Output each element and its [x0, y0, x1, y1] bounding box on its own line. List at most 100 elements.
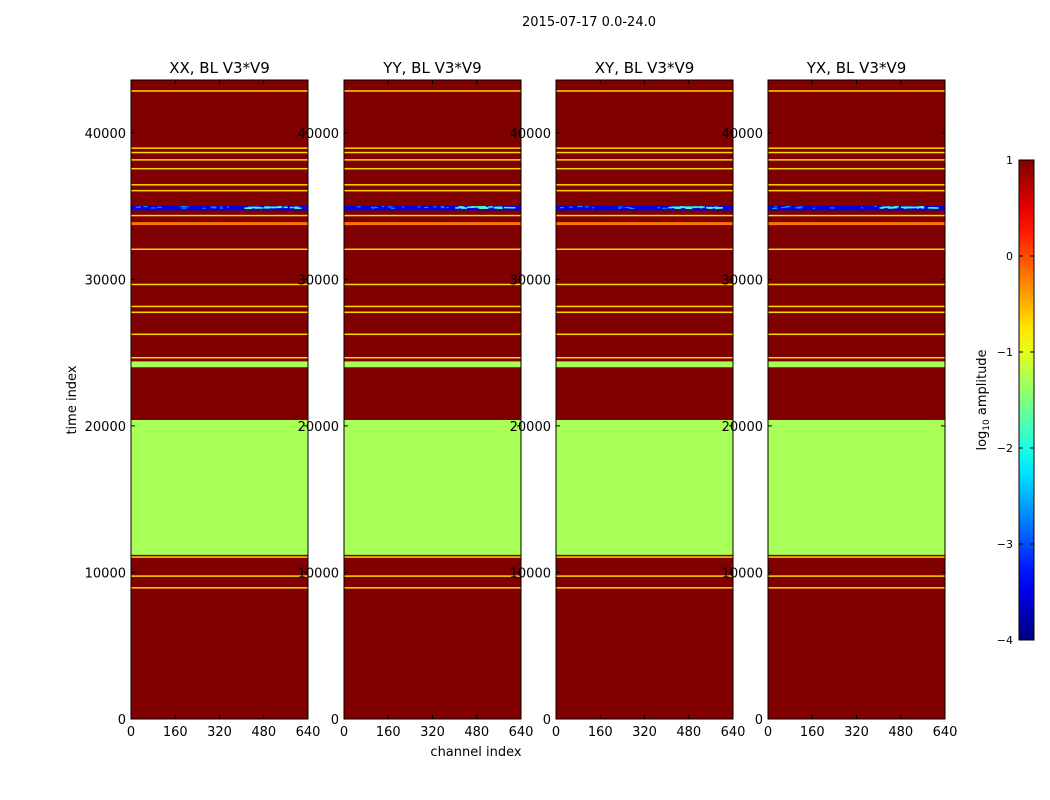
x-tick-label: 480	[251, 725, 276, 740]
colorbar-tick-label: −3	[997, 538, 1013, 551]
heatmap-band	[556, 248, 733, 251]
noisy-band-speckle	[508, 207, 512, 209]
noisy-band-speckle	[356, 206, 361, 208]
heatmap-band	[131, 214, 308, 217]
noisy-band-speckle	[135, 206, 141, 208]
noisy-band-speckle	[905, 206, 911, 209]
x-tick-label: 160	[163, 725, 188, 740]
heatmap-band	[131, 151, 308, 154]
x-tick-label: 640	[933, 725, 958, 740]
noisy-band-speckle	[467, 206, 474, 208]
heatmap-band	[556, 151, 733, 154]
heatmap-band	[768, 222, 945, 226]
panel-title: YX, BL V3*V9	[806, 59, 907, 77]
noisy-band-speckle	[440, 206, 445, 208]
noisy-band-speckle	[829, 207, 835, 209]
noisy-band-speckle	[927, 207, 936, 209]
noisy-band-speckle	[569, 206, 573, 208]
x-tick-label: 0	[127, 725, 135, 740]
y-tick-label: 30000	[298, 273, 339, 288]
heatmap-band	[344, 189, 521, 192]
noisy-band-speckle	[277, 206, 281, 208]
noisy-band-speckle	[585, 206, 589, 208]
heatmap-band	[344, 222, 521, 226]
colorbar-tick-label: −4	[997, 634, 1013, 647]
y-tick-label: 0	[118, 713, 126, 728]
noisy-band-speckle	[373, 206, 378, 208]
noisy-band-speckle	[797, 206, 804, 208]
panel-1: YY, BL V3*V9 0 160 320 480 640 0 10000 20000 3000…	[298, 59, 534, 740]
heatmap-band	[131, 184, 308, 186]
noisy-band-speckle	[887, 207, 894, 209]
heatmap-band	[768, 283, 945, 286]
heatmap-band	[344, 311, 521, 314]
x-tick-label: 480	[676, 725, 701, 740]
heatmap-band	[344, 184, 521, 186]
heatmap-band	[344, 151, 521, 154]
y-tick-label: 20000	[85, 420, 126, 435]
y-tick-label: 40000	[298, 127, 339, 142]
colorbar-label: log10 amplitude	[975, 349, 992, 450]
noisy-band-speckle	[283, 206, 288, 209]
heatmap-band	[768, 151, 945, 154]
heatmap-band	[131, 167, 308, 170]
noisy-band-speckle	[861, 207, 864, 209]
noisy-band-speckle	[508, 206, 516, 209]
x-tick-label: 320	[420, 725, 445, 740]
heatmap-band	[556, 311, 733, 314]
x-tick-label: 480	[888, 725, 913, 740]
noisy-band-speckle	[628, 207, 635, 209]
heatmap-band	[768, 189, 945, 192]
y-tick-label: 20000	[298, 420, 339, 435]
noisy-band-speckle	[679, 206, 684, 208]
heatmap-band	[131, 189, 308, 192]
heatmap-band	[131, 356, 308, 359]
heatmap-band	[768, 333, 945, 336]
noisy-band-speckle	[879, 207, 885, 209]
noisy-band-speckle	[381, 206, 385, 208]
heatmap-band	[768, 248, 945, 251]
noisy-band-speckle	[254, 207, 258, 209]
noisy-band-speckle	[157, 206, 162, 208]
y-tick-label: 20000	[510, 420, 551, 435]
noisy-band-speckle	[781, 207, 784, 209]
noisy-band-speckle	[671, 206, 675, 208]
noisy-band-speckle	[577, 206, 583, 208]
noisy-band-speckle	[220, 206, 223, 208]
x-tick-label: 0	[552, 725, 560, 740]
heatmap-band	[768, 420, 945, 555]
noisy-band-speckle	[493, 207, 498, 209]
noisy-band-speckle	[484, 207, 490, 209]
panel-3: YX, BL V3*V9 0 160 320 480 640 0 10000 20000 3000…	[722, 59, 958, 740]
noisy-band-speckle	[657, 207, 660, 209]
noisy-band-speckle	[210, 206, 217, 208]
noisy-band-speckle	[402, 206, 405, 208]
heatmap-band	[344, 587, 521, 589]
noisy-band-speckle	[683, 206, 689, 208]
heatmap-band	[344, 90, 521, 92]
noisy-band-speckle	[662, 207, 668, 209]
noisy-band-speckle	[390, 207, 396, 209]
x-tick-label: 0	[340, 725, 348, 740]
heatmap-band	[344, 283, 521, 286]
heatmap-band	[556, 147, 733, 149]
heatmap-band	[768, 587, 945, 589]
panel-title: YY, BL V3*V9	[382, 59, 481, 77]
heatmap-background	[556, 80, 733, 719]
noisy-band-speckle	[910, 206, 917, 209]
y-tick-label: 10000	[298, 566, 339, 581]
heatmap-band	[131, 556, 308, 558]
heatmap-band	[768, 575, 945, 577]
noisy-band-speckle	[560, 207, 563, 209]
noisy-band-speckle	[294, 207, 302, 209]
noisy-band-speckle	[370, 206, 374, 208]
noisy-band-speckle	[713, 206, 717, 209]
y-tick-label: 10000	[722, 566, 763, 581]
y-tick-label: 0	[331, 713, 339, 728]
noisy-band-speckle	[433, 206, 437, 208]
y-tick-label: 30000	[510, 273, 551, 288]
noisy-band-speckle	[268, 206, 276, 209]
heatmap-band	[131, 147, 308, 149]
noisy-band-speckle	[921, 207, 925, 209]
